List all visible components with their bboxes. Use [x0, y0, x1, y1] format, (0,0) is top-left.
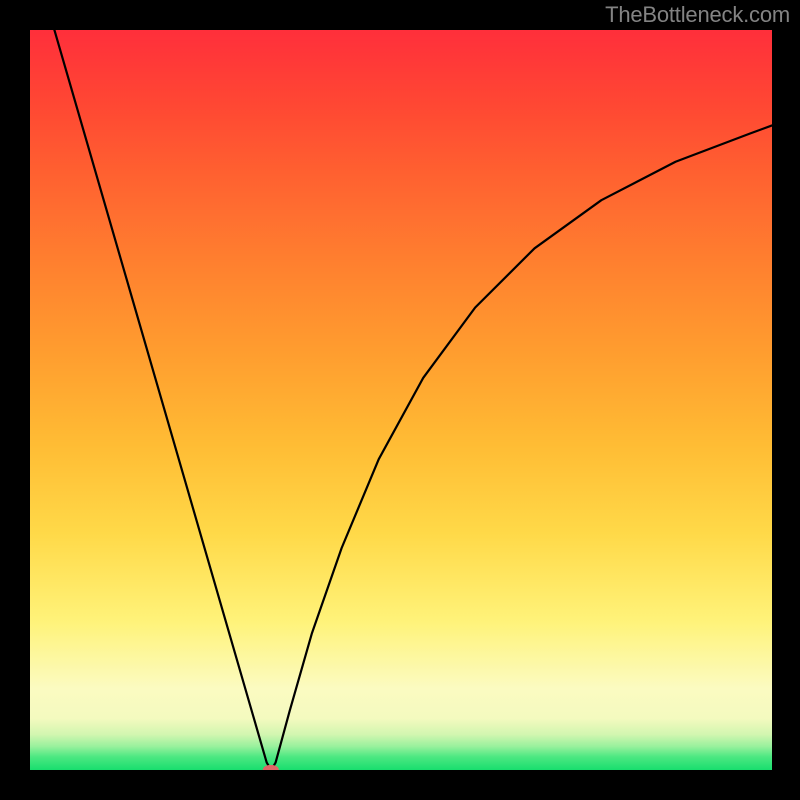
- chart-frame: [0, 0, 800, 800]
- curve-right-path: [271, 125, 772, 770]
- curve-left-path: [52, 30, 271, 770]
- chart-curve-svg: [30, 30, 772, 770]
- chart-plot-area: [30, 30, 772, 770]
- min-marker: [263, 765, 279, 770]
- watermark-text: TheBottleneck.com: [605, 2, 790, 28]
